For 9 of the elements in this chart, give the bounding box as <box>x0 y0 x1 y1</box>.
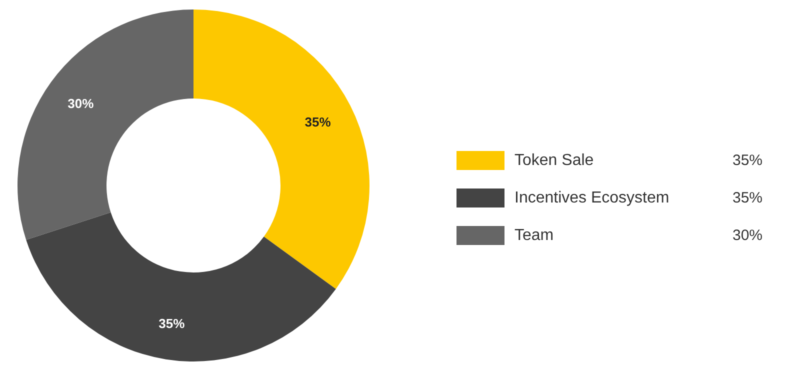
data-label: 35% <box>158 316 186 331</box>
legend-label: Token Sale <box>514 152 594 169</box>
text: 30% <box>732 227 763 244</box>
text: 35% <box>732 190 763 206</box>
legend-label: Team <box>514 227 554 244</box>
data-label: 35% <box>304 114 332 130</box>
data-label: 30% <box>68 96 94 112</box>
legend-label: Incentives Ecosystem <box>514 190 670 206</box>
text: 35% <box>732 152 763 169</box>
